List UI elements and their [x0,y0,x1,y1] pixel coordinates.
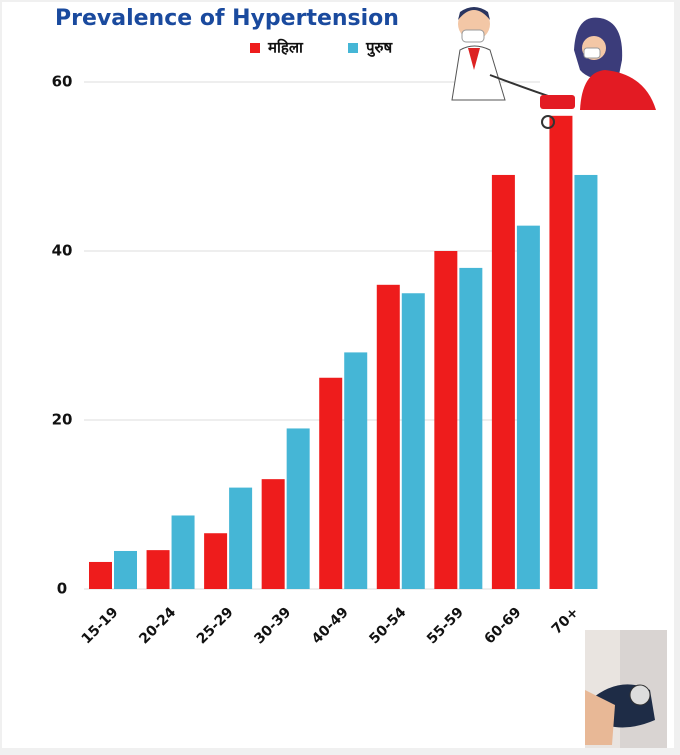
bar [146,550,170,589]
y-tick-label: 60 [52,73,73,91]
bar [549,115,573,590]
bar [319,377,343,589]
bar [204,533,228,589]
bar [286,428,310,589]
bar [459,267,483,589]
bar [516,225,540,589]
bar [261,479,285,589]
bar [376,284,400,589]
bar [574,174,598,589]
bar [89,561,112,589]
bar [114,550,137,589]
y-tick-label: 0 [57,580,67,598]
legend-swatch [348,43,358,53]
doctor-illustration [451,7,656,129]
bar [434,251,458,589]
bar [491,174,515,589]
legend-label: महिला [267,39,304,57]
bar [229,487,253,589]
background [2,2,674,748]
legend-label: पुरुष [365,39,393,58]
y-tick-label: 20 [52,411,73,429]
photo [585,630,667,748]
y-tick-label: 40 [52,242,73,260]
legend-swatch [250,43,260,53]
bar [171,515,195,589]
chart-title: Prevalence of Hypertension [55,6,399,31]
bar [401,293,425,589]
bar [344,352,368,589]
